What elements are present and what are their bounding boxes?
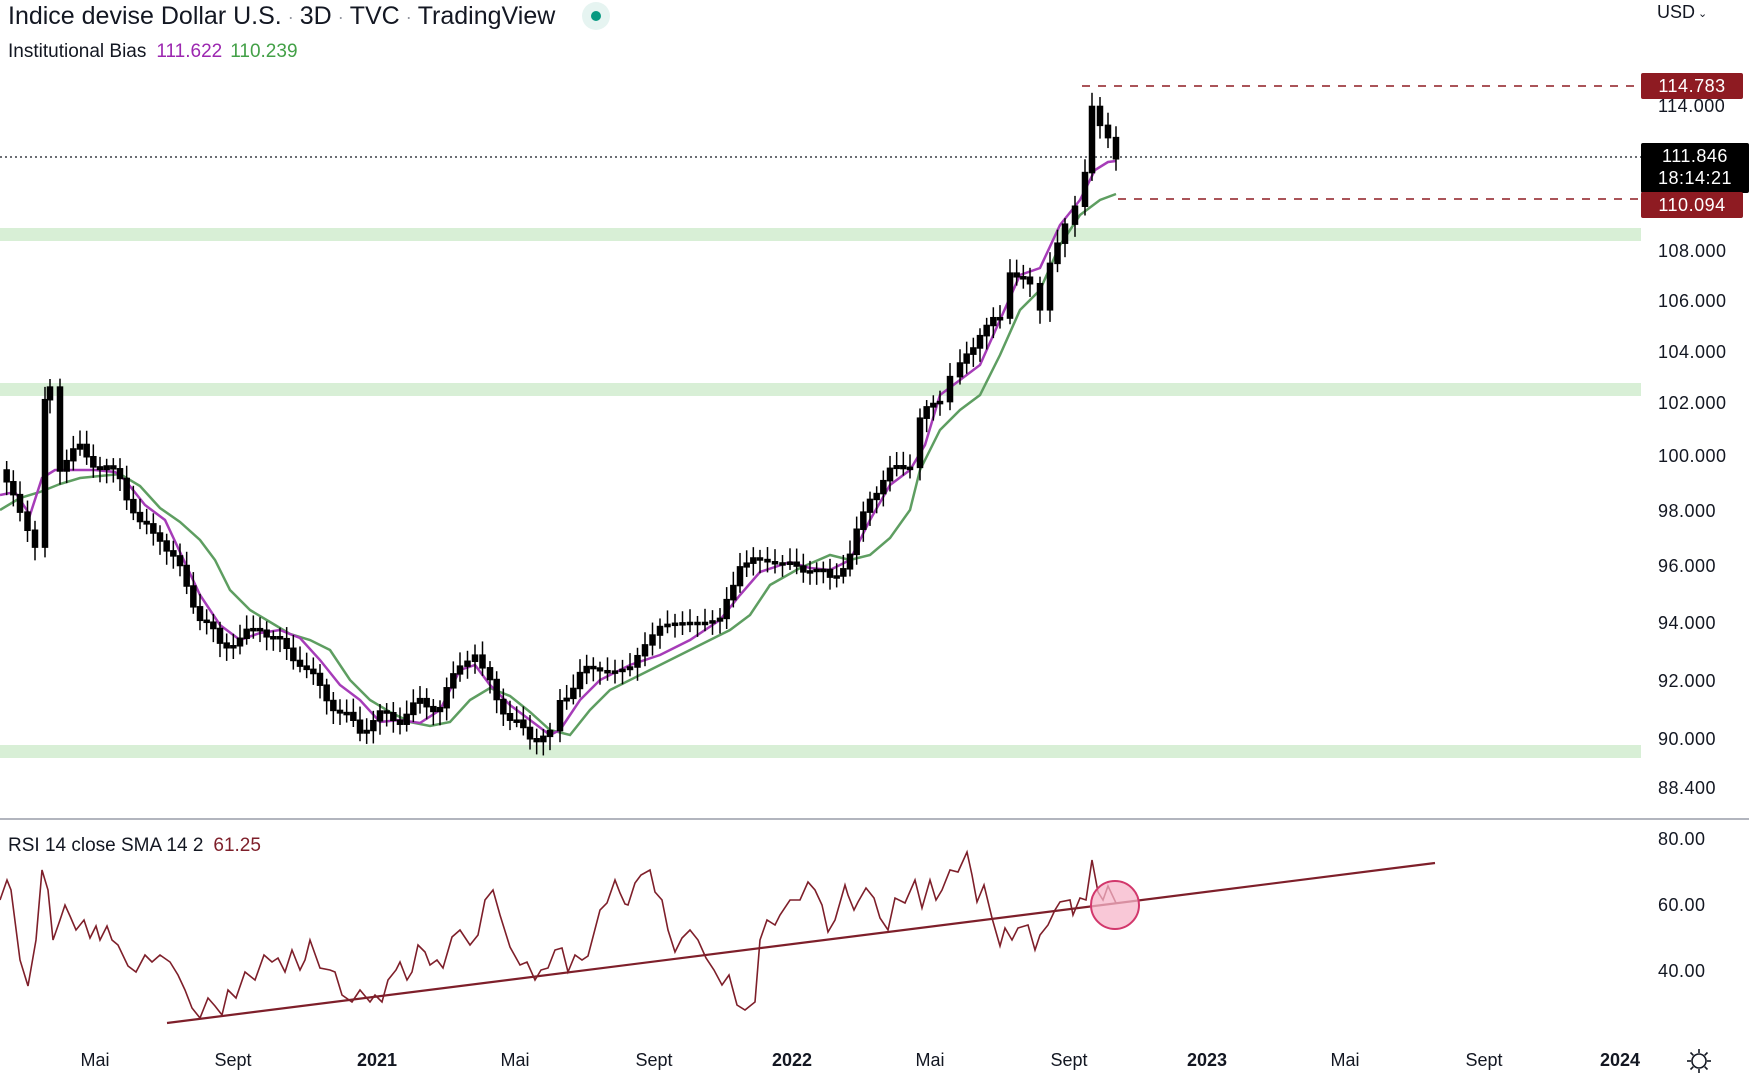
time-axis-label: 2024 (1599, 1050, 1641, 1070)
rsi-axis-label: 80.00 (1658, 829, 1706, 849)
rsi-axis-label: 40.00 (1658, 961, 1706, 981)
low-price-tag: 110.094 (1641, 192, 1743, 218)
zone-90[interactable] (0, 745, 1641, 758)
price-axis-label: 92.000 (1658, 671, 1717, 691)
zone-109[interactable] (0, 228, 1641, 241)
time-axis-label: Mai (80, 1050, 110, 1070)
price-axis-label: 88.400 (1658, 778, 1717, 798)
time-axis-label: Mai (1330, 1050, 1360, 1070)
rsi-trendline[interactable] (166, 861, 1436, 1025)
high-price-tag: 114.783 (1641, 73, 1743, 99)
time-axis-label: Sept (1050, 1050, 1088, 1070)
price-axis-label: 104.000 (1658, 342, 1727, 362)
symbol-title[interactable]: Indice devise Dollar U.S. · 3D · TVC · Trading… (8, 2, 555, 31)
price-axis-label: 108.000 (1658, 241, 1727, 261)
separator: · (287, 6, 294, 27)
currency-label: USD (1657, 2, 1696, 22)
bar-countdown: 18:14:21 (1657, 168, 1733, 188)
time-axis-label: Mai (915, 1050, 945, 1070)
chevron-down-icon: ⌄ (1698, 7, 1708, 20)
bias-slow-line (0, 192, 1117, 737)
settings-gear-icon[interactable] (1686, 1048, 1712, 1074)
rsi-highlight-circle[interactable] (1090, 880, 1140, 930)
indicator-label: Institutional Bias (8, 41, 147, 62)
exchange: TVC (349, 2, 400, 30)
price-axis-label: 98.000 (1658, 501, 1717, 521)
source: TradingView (417, 2, 556, 30)
rsi-line (0, 849, 1117, 1020)
last-price-tag: 111.846 18:14:21 (1641, 143, 1749, 193)
currency-selector[interactable]: USD ⌄ (1657, 2, 1707, 23)
time-axis-label: 2023 (1186, 1050, 1228, 1070)
price-axis-label: 90.000 (1658, 729, 1717, 749)
price-axis-label: 94.000 (1658, 613, 1717, 633)
symbol-name: Indice devise Dollar U.S. (8, 2, 282, 30)
bias-fast-value: 111.622 (156, 41, 223, 62)
separator: · (405, 6, 412, 27)
time-axis-label: Sept (1465, 1050, 1503, 1070)
separator: · (337, 6, 344, 27)
interval[interactable]: 3D (299, 2, 332, 30)
price-axis-label: 106.000 (1658, 291, 1727, 311)
market-status-icon[interactable] (582, 2, 610, 30)
time-axis-label: Sept (214, 1050, 252, 1070)
rsi-value: 61.25 (213, 835, 261, 856)
bias-slow-value: 110.239 (230, 41, 298, 62)
rsi-label: RSI 14 close SMA 14 2 (8, 835, 204, 856)
time-axis-label: Mai (500, 1050, 530, 1070)
candlesticks (3, 92, 1120, 756)
last-price: 111.846 (1662, 146, 1728, 166)
time-axis-label: 2022 (771, 1050, 813, 1070)
price-axis-label: 96.000 (1658, 556, 1717, 576)
bias-fast-line (0, 159, 1117, 737)
rsi-legend[interactable]: RSI 14 close SMA 14 2 61.25 (8, 835, 261, 857)
zone-102[interactable] (0, 383, 1641, 396)
rsi-axis-label: 60.00 (1658, 895, 1706, 915)
price-axis-label: 114.000 (1658, 96, 1726, 116)
time-axis-label: 2021 (356, 1050, 398, 1070)
price-axis-label: 100.000 (1658, 446, 1727, 466)
price-axis-label: 102.000 (1658, 393, 1727, 413)
institutional-bias-legend[interactable]: Institutional Bias 111.622 110.239 (8, 41, 298, 63)
time-axis-label: Sept (635, 1050, 673, 1070)
